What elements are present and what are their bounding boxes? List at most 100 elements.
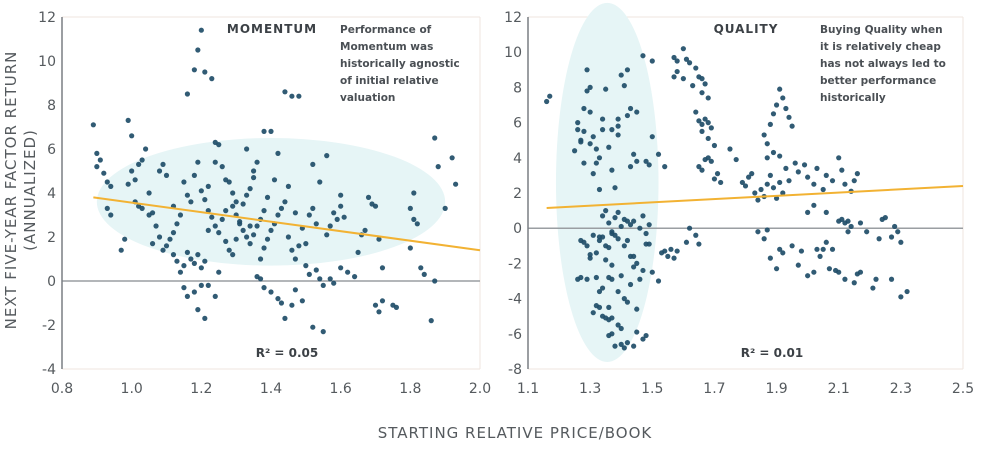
momentum-data-point — [379, 265, 386, 271]
quality-data-point — [618, 223, 624, 230]
quality-data-point — [649, 58, 655, 64]
quality-y-tick-label: 8 — [513, 80, 522, 96]
quality-data-point — [767, 255, 773, 261]
momentum-data-point — [303, 241, 309, 247]
momentum-data-point — [170, 252, 177, 258]
momentum-data-point — [118, 247, 124, 253]
quality-data-point — [603, 86, 609, 92]
quality-data-point — [811, 202, 817, 208]
momentum-y-tick-label: 10 — [38, 54, 56, 70]
quality-data-point — [705, 135, 711, 142]
quality-data-point — [888, 234, 895, 240]
quality-data-point — [805, 174, 811, 180]
momentum-data-point — [257, 276, 264, 282]
quality-x-tick-label: 2.3 — [890, 381, 912, 397]
quality-data-point — [637, 276, 643, 282]
momentum-annotation-line: valuation — [340, 92, 395, 104]
x-axis-title: STARTING RELATIVE PRICE/BOOK — [378, 424, 653, 442]
quality-data-point — [746, 174, 752, 180]
quality-x-tick-label: 1.9 — [765, 381, 787, 397]
momentum-data-point — [174, 221, 180, 227]
momentum-data-point — [324, 232, 330, 238]
momentum-data-point — [195, 252, 201, 258]
momentum-data-point — [407, 205, 413, 211]
momentum-data-point — [376, 309, 382, 315]
quality-data-point — [587, 84, 593, 90]
y-axis-title-line1: NEXT FIVE-YEAR FACTOR RETURN — [2, 51, 20, 330]
momentum-data-point — [365, 194, 372, 200]
quality-data-point — [603, 257, 609, 263]
quality-data-point — [578, 274, 584, 281]
momentum-data-point — [327, 276, 333, 282]
quality-data-point — [696, 241, 702, 247]
quality-data-point — [671, 255, 677, 261]
momentum-data-point — [338, 203, 344, 209]
momentum-data-point — [261, 285, 267, 291]
momentum-panel-title: MOMENTUM — [227, 22, 317, 36]
momentum-data-point — [355, 249, 361, 255]
quality-data-point — [593, 250, 599, 256]
quality-data-point — [599, 285, 606, 291]
quality-data-point — [643, 158, 649, 164]
quality-data-point — [749, 171, 755, 177]
quality-data-point — [767, 172, 773, 178]
momentum-data-point — [181, 263, 187, 269]
quality-data-point — [640, 213, 646, 219]
momentum-data-point — [136, 161, 142, 167]
momentum-data-point — [299, 298, 305, 304]
quality-data-point — [898, 294, 904, 300]
quality-annotation-line: it is relatively cheap — [820, 41, 941, 53]
momentum-data-point — [146, 190, 152, 196]
quality-data-point — [693, 109, 699, 115]
momentum-data-point — [125, 181, 131, 187]
momentum-data-point — [184, 192, 190, 198]
momentum-data-point — [268, 128, 274, 134]
momentum-data-point — [198, 265, 204, 271]
quality-data-point — [829, 178, 836, 184]
quality-data-point — [839, 167, 845, 173]
momentum-y-tick-label: 2 — [47, 230, 56, 246]
quality-data-point — [733, 156, 739, 163]
momentum-data-point — [219, 164, 225, 170]
momentum-data-point — [331, 280, 337, 286]
quality-data-point — [845, 229, 851, 235]
quality-y-tick-label: 2 — [513, 186, 522, 202]
momentum-x-tick-label: 1.8 — [399, 381, 421, 397]
quality-data-point — [773, 266, 780, 272]
momentum-data-point — [352, 274, 358, 280]
momentum-data-point — [250, 232, 257, 238]
quality-data-point — [627, 164, 634, 170]
momentum-data-point — [240, 201, 246, 207]
quality-data-point — [575, 120, 581, 126]
momentum-data-point — [163, 243, 170, 249]
quality-data-point — [764, 227, 770, 233]
quality-data-point — [599, 116, 606, 122]
quality-data-point — [761, 132, 767, 138]
momentum-data-point — [108, 212, 114, 218]
momentum-data-point — [181, 285, 187, 291]
quality-data-point — [612, 215, 618, 221]
momentum-y-tick-label: 8 — [47, 98, 56, 114]
quality-data-point — [839, 216, 845, 222]
quality-data-point — [777, 246, 783, 252]
quality-y-tick-label: -2 — [508, 256, 522, 272]
quality-data-point — [699, 76, 705, 82]
quality-data-point — [690, 83, 696, 89]
momentum-data-point — [372, 203, 379, 209]
momentum-y-tick-label: 6 — [47, 142, 56, 158]
momentum-data-point — [303, 263, 309, 269]
quality-data-point — [680, 76, 686, 82]
quality-data-point — [857, 220, 864, 226]
momentum-x-tick-label: 0.8 — [51, 381, 73, 397]
quality-y-tick-label: -4 — [508, 292, 522, 308]
momentum-data-point — [317, 276, 323, 282]
quality-data-point — [674, 68, 680, 75]
quality-data-point — [789, 123, 795, 129]
quality-data-point — [634, 306, 640, 312]
quality-data-point — [705, 95, 711, 101]
quality-data-point — [702, 81, 708, 87]
momentum-data-point — [149, 241, 156, 247]
quality-data-point — [752, 190, 758, 196]
quality-data-point — [584, 67, 590, 73]
